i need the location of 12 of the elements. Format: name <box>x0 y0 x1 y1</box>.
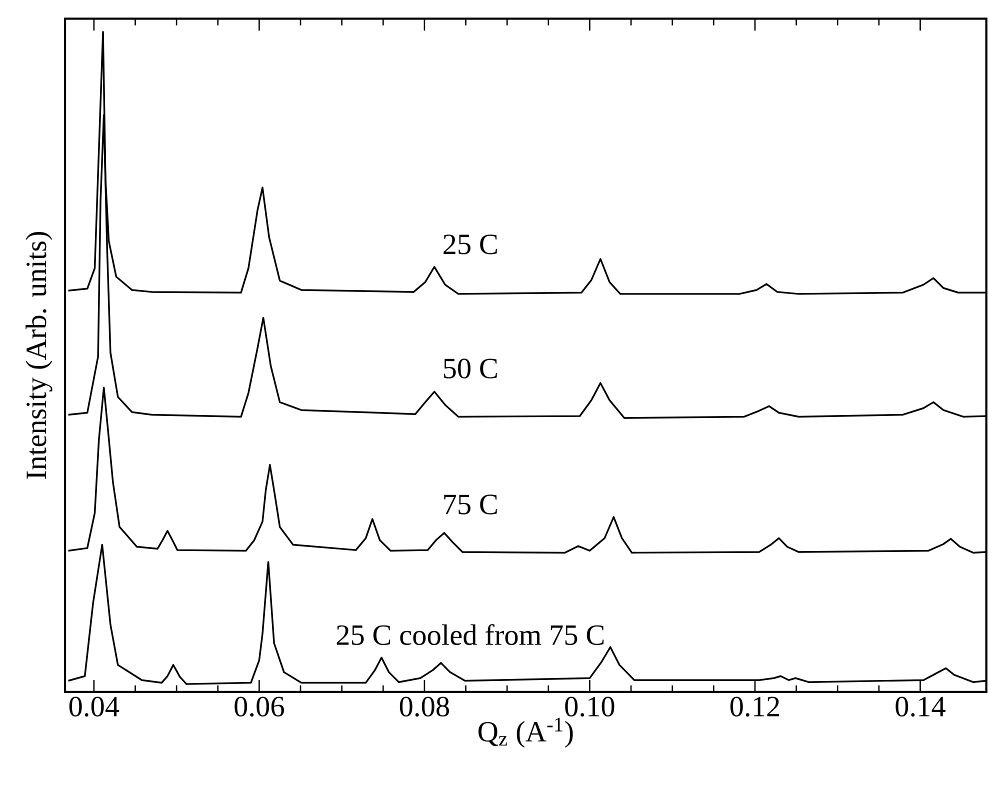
x-tick-label: 0.14 <box>896 696 946 717</box>
x-tick-label: 0.06 <box>234 696 284 717</box>
x-tick-label: 0.08 <box>400 696 449 717</box>
x-axis-title: Q$_{z}$ (A$^{-1}$) <box>478 718 573 748</box>
x-tick-label: 0.10 <box>565 696 614 717</box>
x-tick-label: 0.04 <box>69 696 120 717</box>
y-axis-title: Intensity (Arb. units) <box>26 232 52 479</box>
series-label: 75 C <box>444 494 497 514</box>
x-tick-label: 0.12 <box>730 696 780 717</box>
series-label: 50 C <box>444 358 497 378</box>
series-label: 25 C <box>444 234 497 254</box>
series-label: 25 C cooled from 75 C <box>336 624 604 646</box>
